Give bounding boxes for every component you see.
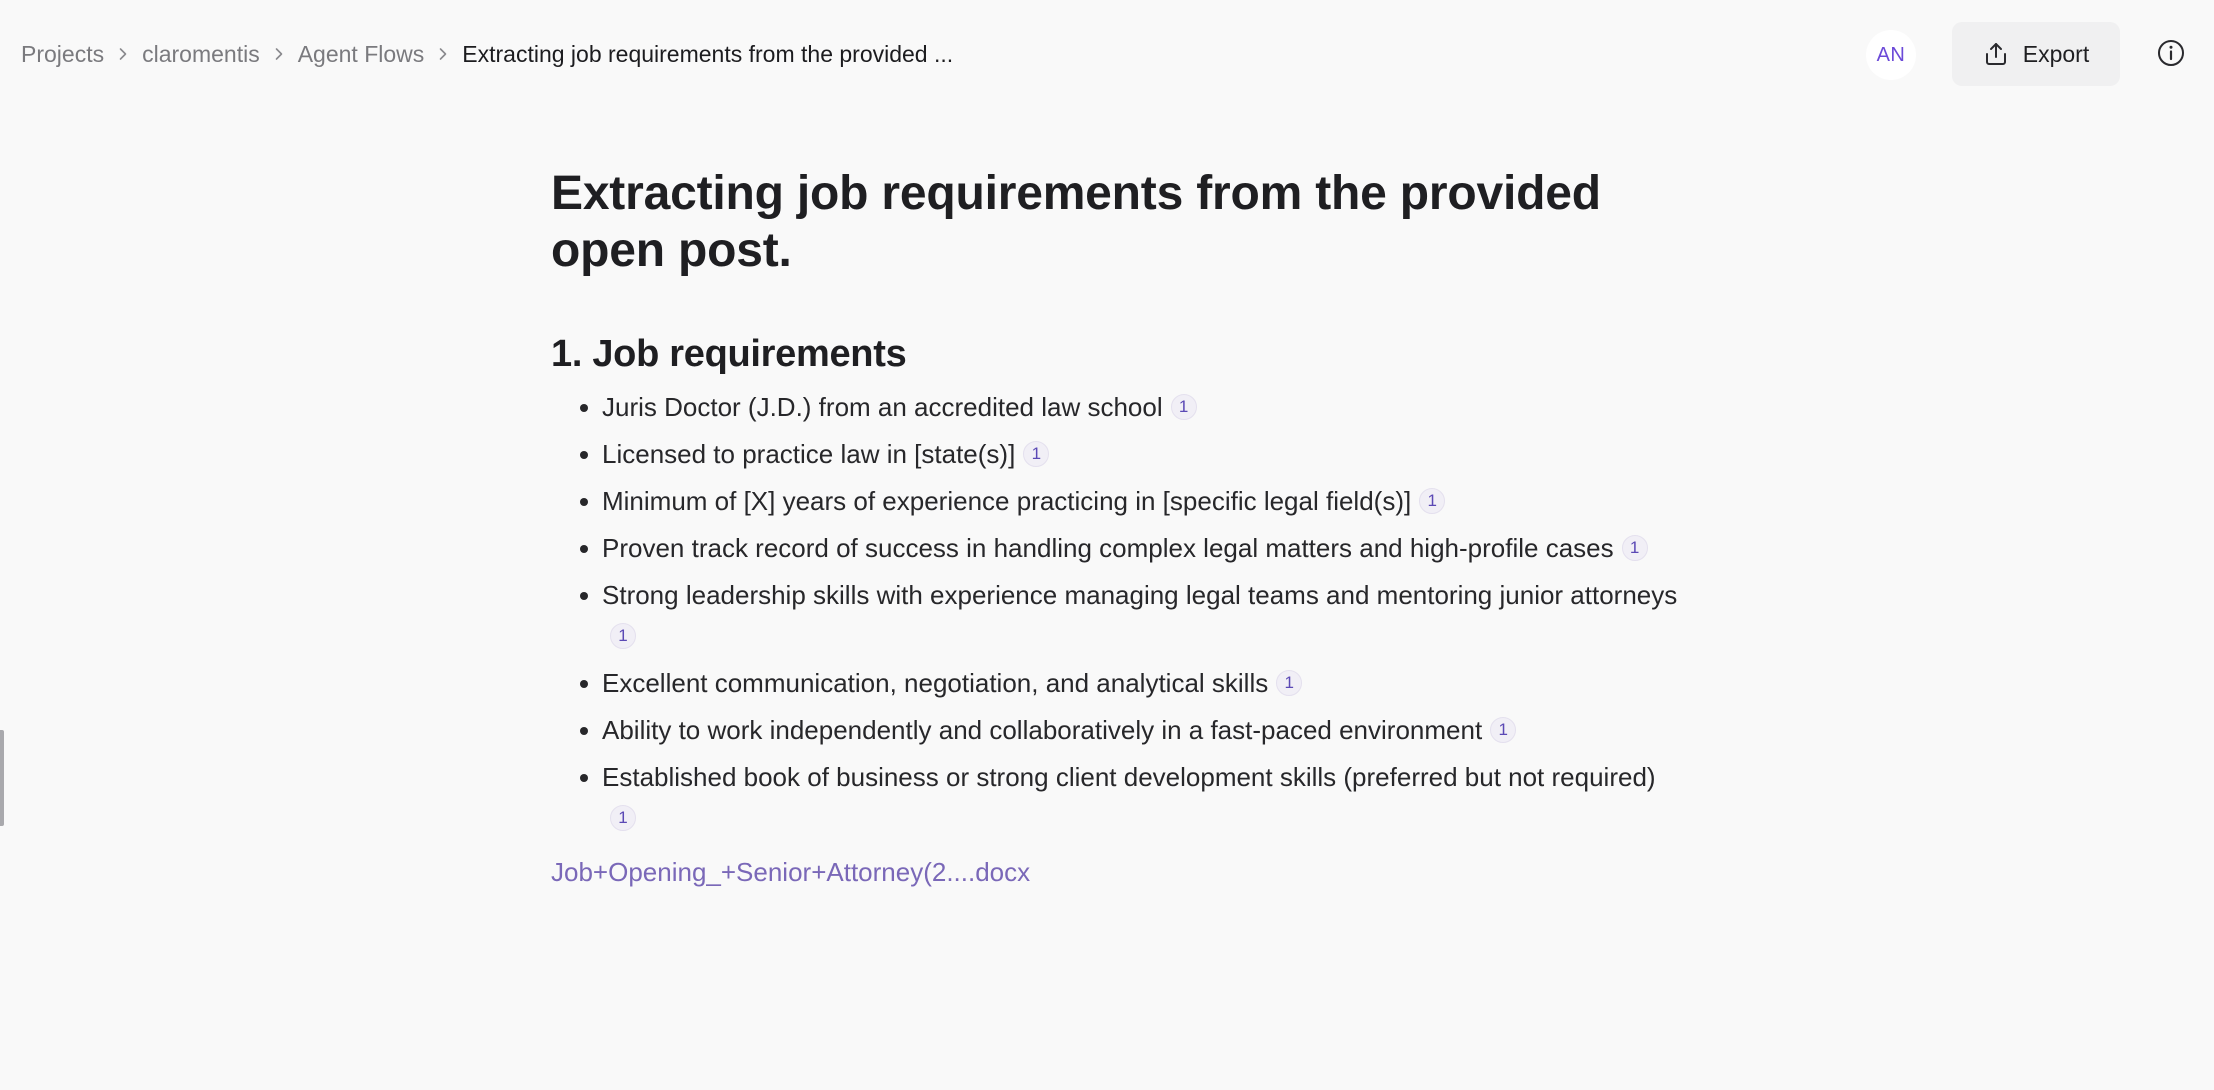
export-label: Export — [2022, 40, 2090, 67]
requirement-text: Proven track record of success in handli… — [602, 533, 1614, 563]
top-bar: Projects claromentis Agent Flows Extract… — [0, 0, 2214, 110]
list-item: Proven track record of success in handli… — [551, 528, 1681, 569]
requirement-text: Minimum of [X] years of experience pract… — [602, 486, 1412, 516]
upload-icon — [1983, 41, 2009, 67]
document-content: Extracting job requirements from the pro… — [551, 165, 1681, 888]
requirements-list: Juris Doctor (J.D.) from an accredited l… — [551, 387, 1681, 839]
chevron-right-icon — [260, 38, 298, 70]
citation-badge[interactable]: 1 — [1170, 394, 1197, 421]
page-title: Extracting job requirements from the pro… — [551, 167, 1601, 277]
section-heading: 1. Job requirements — [551, 333, 907, 375]
info-icon — [2156, 38, 2186, 68]
list-item: Ability to work independently and collab… — [551, 710, 1681, 751]
breadcrumb-item-current: Extracting job requirements from the pro… — [462, 40, 954, 67]
citation-badge[interactable]: 1 — [1621, 535, 1648, 562]
breadcrumb-item-projects[interactable]: Projects — [21, 40, 105, 67]
breadcrumb-item-agent-flows[interactable]: Agent Flows — [297, 40, 425, 67]
citation-badge[interactable]: 1 — [610, 805, 636, 832]
list-item: Established book of business or strong c… — [551, 757, 1681, 839]
citation-badge[interactable]: 1 — [1490, 717, 1517, 744]
chevron-right-icon — [424, 38, 462, 70]
breadcrumb: Projects claromentis Agent Flows Extract… — [21, 38, 953, 70]
list-item: Strong leadership skills with experience… — [551, 575, 1681, 657]
requirement-text: Established book of business or strong c… — [602, 762, 1656, 792]
export-button[interactable]: Export — [1952, 22, 2120, 86]
list-item: Excellent communication, negotiation, an… — [551, 663, 1681, 704]
breadcrumb-item-claromentis[interactable]: claromentis — [142, 40, 260, 67]
citation-badge[interactable]: 1 — [1419, 488, 1446, 515]
requirement-text: Ability to work independently and collab… — [602, 715, 1483, 745]
requirement-text: Excellent communication, negotiation, an… — [602, 668, 1269, 698]
list-item: Minimum of [X] years of experience pract… — [551, 481, 1681, 522]
requirement-text: Strong leadership skills with experience… — [602, 580, 1678, 610]
chevron-right-icon — [104, 38, 142, 70]
citation-badge[interactable]: 1 — [1276, 670, 1303, 697]
avatar[interactable]: AN — [1866, 30, 1916, 80]
citation-badge[interactable]: 1 — [1023, 441, 1050, 468]
requirement-text: Juris Doctor (J.D.) from an accredited l… — [602, 392, 1163, 422]
requirement-text: Licensed to practice law in [state(s)] — [602, 439, 1016, 469]
info-button[interactable] — [2154, 36, 2188, 70]
citation-badge[interactable]: 1 — [610, 623, 636, 650]
list-item: Licensed to practice law in [state(s)] 1 — [551, 434, 1681, 475]
sidebar-resize-handle[interactable] — [0, 730, 4, 826]
list-item: Juris Doctor (J.D.) from an accredited l… — [551, 387, 1681, 428]
source-file-link[interactable]: Job+Opening_+Senior+Attorney(2....docx — [551, 857, 1031, 887]
